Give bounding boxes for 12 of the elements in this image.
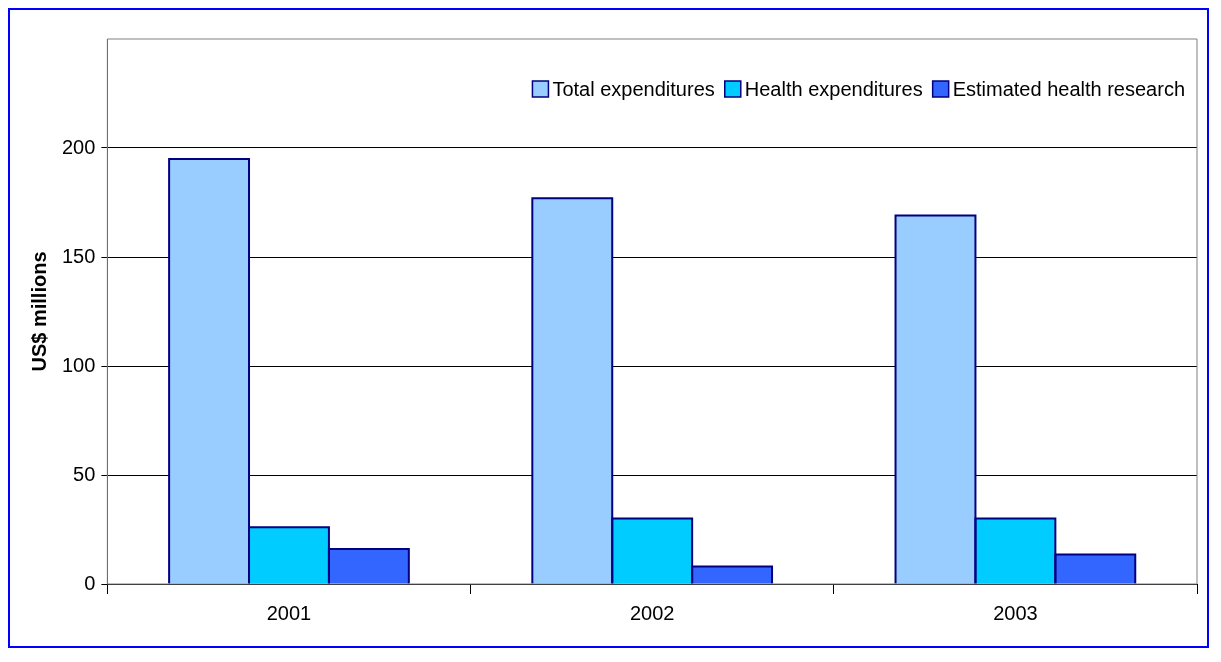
x-tick-label: 2003 [993, 601, 1038, 624]
y-tick-label: 0 [84, 571, 96, 594]
x-tick-label: 2002 [629, 601, 675, 624]
x-tick-label: 2001 [266, 601, 312, 624]
legend-label: Total expenditures [552, 77, 715, 100]
y-tick-label: 150 [61, 244, 96, 267]
y-tick-label: 200 [61, 135, 96, 158]
y-tick-label: 50 [73, 462, 96, 485]
y-tick-label: 100 [61, 353, 96, 376]
y-axis-title: US$ millions [27, 251, 50, 372]
legend-label: Estimated health research [952, 77, 1185, 100]
legend-label: Health expenditures [744, 77, 923, 100]
